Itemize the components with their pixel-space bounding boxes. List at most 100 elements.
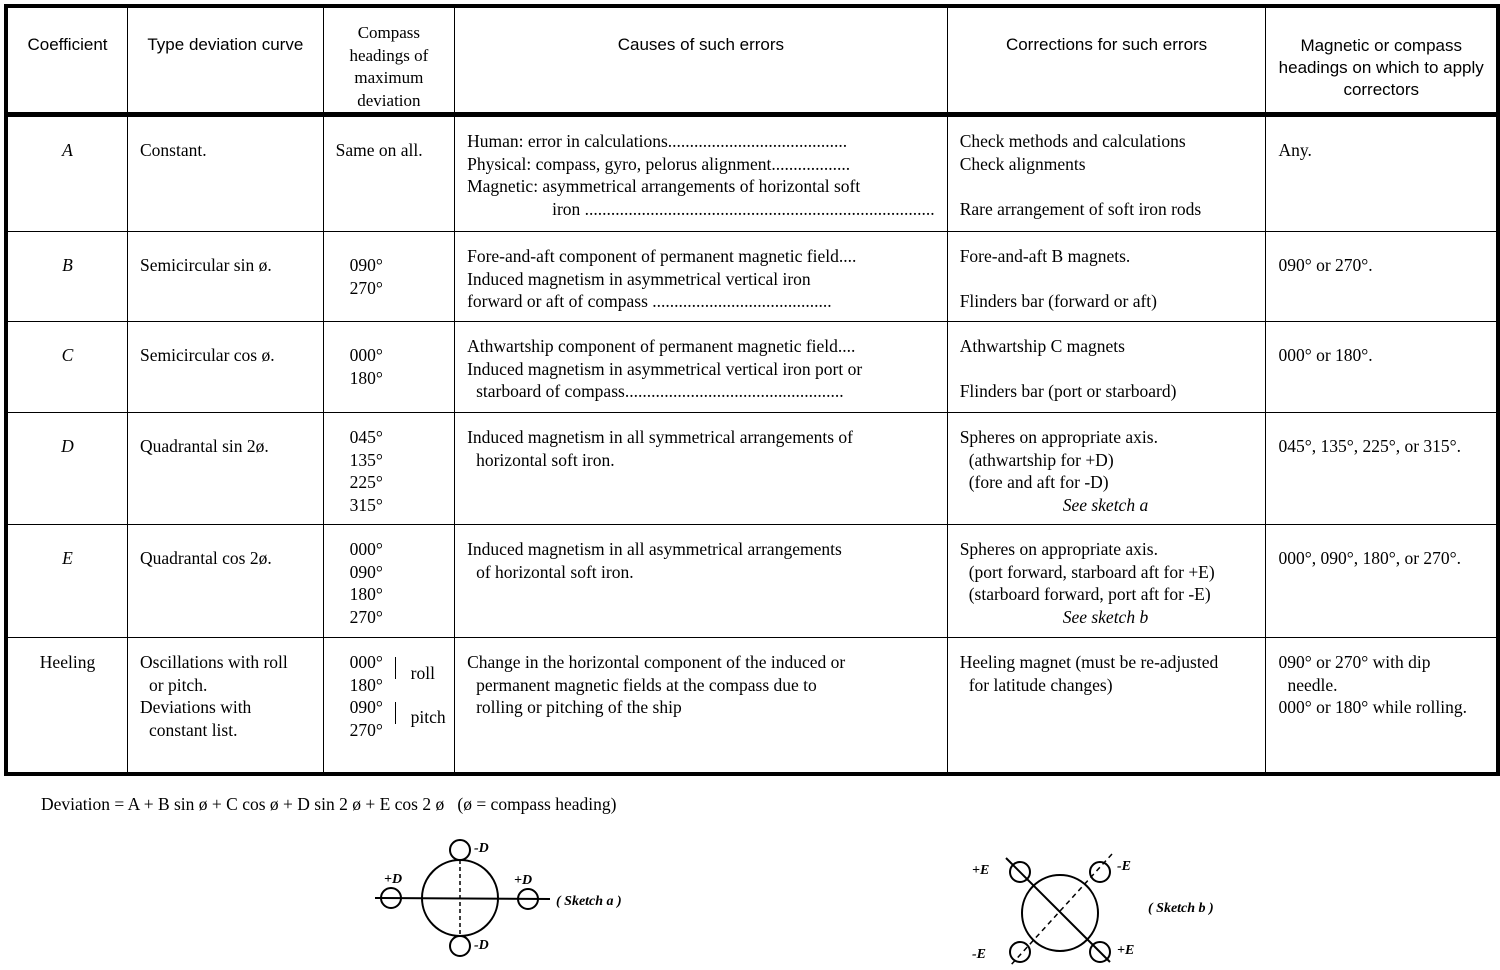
cell-line: 180° <box>349 367 383 388</box>
headings-cell: 000° 090° 180° 270° <box>322 524 456 638</box>
coefficient-cell: C <box>5 321 128 413</box>
type-cell: Oscillations with roll or pitch. Deviation… <box>127 637 324 774</box>
corrections-cell: Spheres on appropriate axis. (port forwar… <box>946 524 1267 638</box>
cell-line: Rare arrangement of soft iron rods <box>959 198 1202 219</box>
causes-cell: Athwartship component of permanent magne… <box>454 321 948 413</box>
cell-line: for latitude changes) <box>968 674 1113 695</box>
table-row: D Quadrantal sin 2ø. 045° 135° 225° 315° Induc… <box>5 412 1499 525</box>
causes-cell: Induced magnetism in all symmetrical arr… <box>454 412 948 525</box>
corrections-cell: Athwartship C magnets Flinders bar (port … <box>946 321 1267 413</box>
coefficient-label: C <box>61 345 74 365</box>
mark-minus-e: -E <box>1117 859 1131 874</box>
headings-cell: 000° 180° 090° 270° roll pitch <box>322 637 456 774</box>
cell-line: of horizontal soft iron. <box>476 561 634 582</box>
sketch-a: -D +D +D -D ( Sketch a ) <box>374 839 622 957</box>
cell-line: Constant. <box>140 140 207 160</box>
cell-line: 000° or 180°. <box>1278 345 1373 365</box>
cell-line: 135° <box>349 449 383 470</box>
cell-line: (port forward, starboard aft for +E) <box>968 561 1215 582</box>
cell-line: Heeling magnet (must be re-adjusted <box>959 652 1219 672</box>
coefficient-label: E <box>62 548 73 568</box>
cell-line <box>960 268 1254 291</box>
cell-line: See sketch a <box>1062 494 1149 515</box>
heading-value: 180° <box>349 674 383 695</box>
cell-line: Spheres on appropriate axis. <box>959 427 1158 447</box>
corrections-cell: Check methods and calculations Check alig… <box>946 114 1267 232</box>
cell-line: Human: error in calculations............… <box>467 131 848 151</box>
header-compass-headings: Compass headings of maximum deviation <box>322 5 456 117</box>
mark-minus-d: -D <box>474 841 489 856</box>
cell-line: Athwartship component of permanent magne… <box>467 336 856 356</box>
cell-line: forward or aft of compass ..............… <box>467 291 832 311</box>
cell-line: 000° <box>349 539 383 559</box>
corrections-cell: Heeling magnet (must be re-adjusted for l… <box>946 637 1267 774</box>
type-cell: Constant. <box>127 114 324 232</box>
cell-line: Athwartship C magnets <box>959 336 1125 356</box>
type-cell: Semicircular cos ø. <box>127 321 324 413</box>
header-line: Magnetic or compass <box>1300 36 1463 55</box>
coefficient-label: D <box>61 436 74 456</box>
header-line: headings on which to apply <box>1278 58 1484 77</box>
cell-line: needle. <box>1287 674 1338 695</box>
apply-cell: 090° or 270° with dip needle. 000° or 180°… <box>1265 637 1499 774</box>
cell-line: See sketch b <box>1062 606 1149 627</box>
mark-plus-e: +E <box>1117 943 1134 958</box>
header-line: headings of <box>349 45 429 65</box>
mark-plus-e: +E <box>972 863 989 878</box>
bracket-icon <box>385 657 396 679</box>
cell-line: horizontal soft iron. <box>476 449 615 470</box>
header-coefficient: Coefficient <box>5 5 128 117</box>
cell-line: Magnetic: asymmetrical arrangements of h… <box>467 176 861 196</box>
coefficient-label: A <box>62 140 73 160</box>
cell-line: 270° <box>349 606 383 627</box>
corrections-cell: Spheres on appropriate axis. (athwartship… <box>946 412 1267 525</box>
table-row: C Semicircular cos ø. 000° 180° Athwartship … <box>5 321 1499 413</box>
cell-line: 090° <box>349 255 383 275</box>
bracket-icon <box>385 702 396 724</box>
cell-line: 090° or 270° with dip <box>1278 652 1431 672</box>
headings-cell: 000° 180° <box>322 321 456 413</box>
mark-plus-d: +D <box>384 872 402 887</box>
mark-minus-e: -E <box>972 947 986 962</box>
cell-line: 000° or 180° while rolling. <box>1278 697 1467 717</box>
mark-plus-d: +D <box>514 873 532 888</box>
cell-line: (starboard forward, port aft for -E) <box>968 584 1211 604</box>
cell-line: Oscillations with roll <box>140 652 288 672</box>
apply-cell: 000°, 090°, 180°, or 270°. <box>1265 524 1499 638</box>
cell-line: rolling or pitching of the ship <box>476 697 682 717</box>
cell-line: Check methods and calculations <box>959 131 1186 151</box>
causes-cell: Induced magnetism in all asymmetrical ar… <box>454 524 948 638</box>
header-causes: Causes of such errors <box>454 5 948 117</box>
type-cell: Semicircular sin ø. <box>127 231 324 322</box>
table-row: A Constant. Same on all. Human: error in ca… <box>5 114 1499 232</box>
table-row: E Quadrantal cos 2ø. 000° 090° 180° 270° Induc… <box>5 524 1499 638</box>
cell-line: Quadrantal cos 2ø. <box>140 548 272 568</box>
cell-line: 045° <box>349 427 383 447</box>
coefficient-cell: D <box>5 412 128 525</box>
cell-line: (athwartship for +D) <box>968 449 1114 470</box>
header-corrections: Corrections for such errors <box>946 5 1267 117</box>
causes-cell: Change in the horizontal component of th… <box>454 637 948 774</box>
heading-group-label: roll <box>410 663 435 683</box>
causes-cell: Fore-and-aft component of permanent magn… <box>454 231 948 322</box>
header-apply: Magnetic or compass headings on which to… <box>1265 5 1499 117</box>
cell-line: or pitch. <box>149 674 208 695</box>
cell-line: 045°, 135°, 225°, or 315°. <box>1278 436 1462 456</box>
mark-minus-d: -D <box>474 938 489 953</box>
sketch-a-label: ( Sketch a ) <box>556 894 622 909</box>
cell-line: Same on all. <box>335 140 423 160</box>
cell-line: Semicircular sin ø. <box>140 255 272 275</box>
apply-cell: 000° or 180°. <box>1265 321 1499 413</box>
cell-line: Induced magnetism in asymmetrical vertic… <box>467 358 863 379</box>
heading-value: 000° <box>349 652 383 672</box>
headings-cell: 045° 135° 225° 315° <box>322 412 456 525</box>
cell-line: constant list. <box>149 719 238 740</box>
heading-value: 270° <box>349 719 383 740</box>
cell-line: Check alignments <box>959 153 1086 174</box>
apply-cell: 090° or 270°. <box>1265 231 1499 322</box>
coefficient-cell: A <box>5 114 128 232</box>
cell-line: Semicircular cos ø. <box>140 345 275 365</box>
cell-line: 225° <box>349 472 383 492</box>
sketch-b-label: ( Sketch b ) <box>1148 901 1214 916</box>
cell-line: iron ...................................… <box>552 198 935 219</box>
